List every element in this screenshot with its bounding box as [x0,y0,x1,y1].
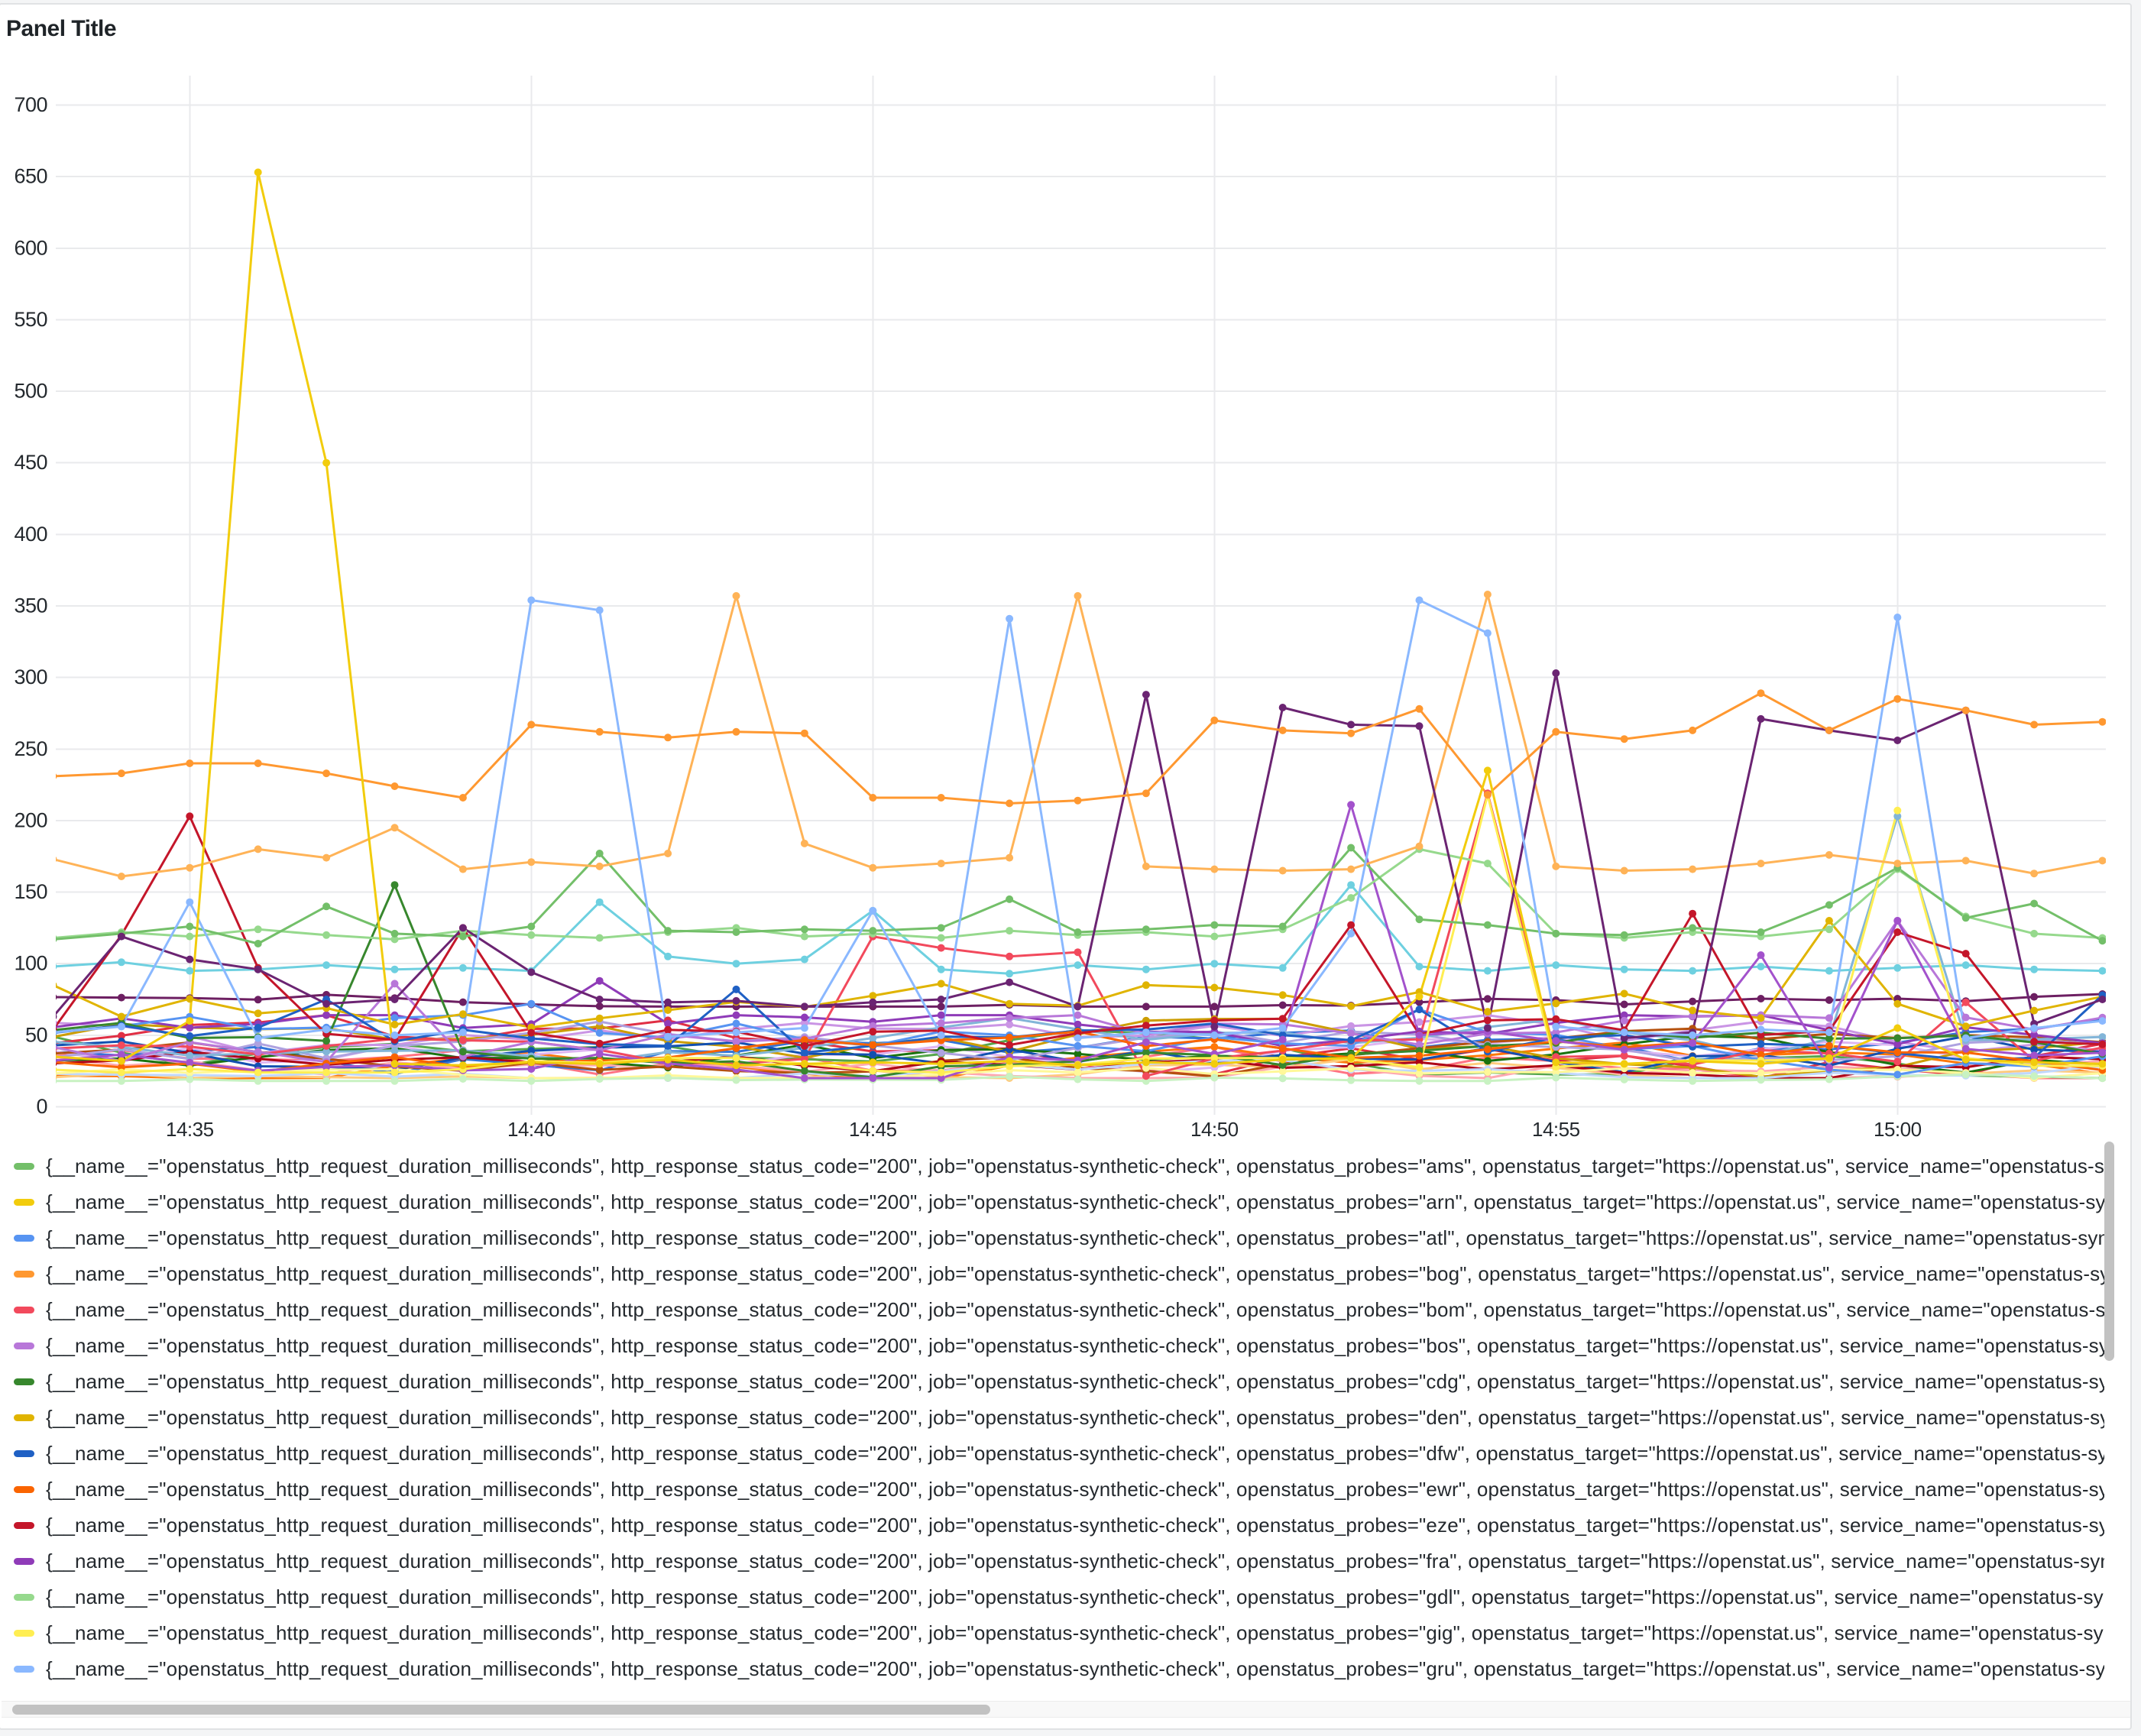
svg-text:600: 600 [14,236,47,259]
svg-text:400: 400 [14,523,47,546]
svg-text:150: 150 [14,880,47,903]
svg-text:14:45: 14:45 [849,1118,897,1141]
svg-text:200: 200 [14,808,47,831]
svg-text:14:40: 14:40 [507,1118,555,1141]
svg-text:14:35: 14:35 [166,1118,214,1141]
svg-text:500: 500 [14,380,47,403]
svg-text:300: 300 [14,666,47,688]
svg-text:700: 700 [14,93,47,116]
svg-text:100: 100 [14,952,47,975]
svg-text:550: 550 [14,308,47,331]
svg-text:650: 650 [14,165,47,188]
svg-text:15:00: 15:00 [1874,1118,1922,1141]
svg-text:250: 250 [14,737,47,760]
svg-text:450: 450 [14,451,47,474]
svg-text:350: 350 [14,594,47,617]
svg-text:14:55: 14:55 [1532,1118,1580,1141]
svg-text:0: 0 [36,1095,47,1118]
svg-text:14:50: 14:50 [1190,1118,1239,1141]
svg-text:50: 50 [25,1023,47,1046]
